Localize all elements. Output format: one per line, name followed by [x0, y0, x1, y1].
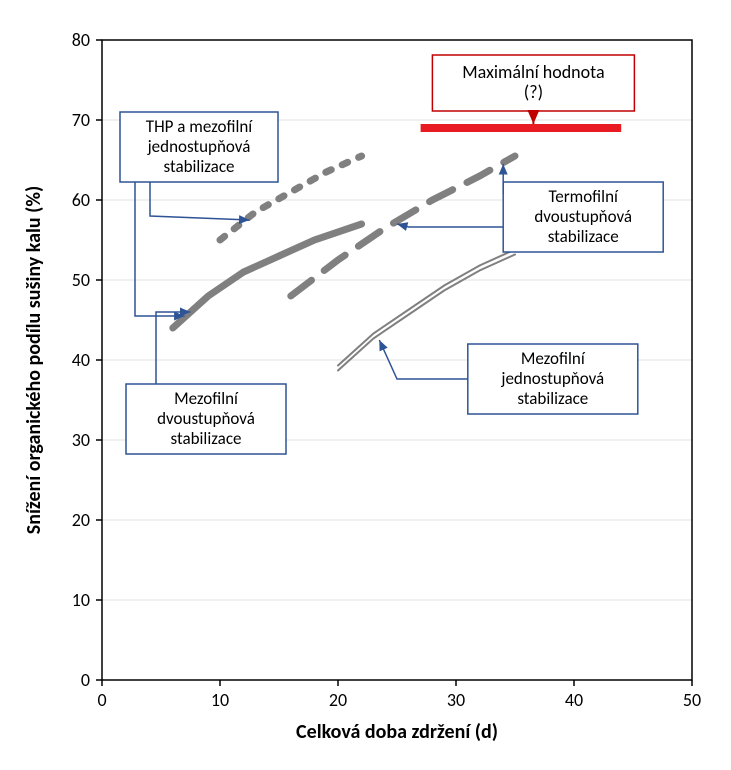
- chart-svg: 0 10 20 30 40 50 0 10 20 30 40 50 60 70 80 Celková doba…: [0, 0, 731, 770]
- label-mezo-single-line: jednostupňová: [500, 368, 604, 389]
- label-thp-mezo-single: THP a mezofilníjednostupňovástabilizace: [120, 112, 278, 182]
- label-max-line: (?): [524, 81, 543, 103]
- x-axis-title: Celková doba zdržení (d): [296, 720, 498, 744]
- x-tick-label: 10: [211, 689, 229, 711]
- label-thp-mezo-single-line: THP a mezofilní: [146, 116, 253, 137]
- label-thp-mezo-single-line: stabilizace: [164, 156, 235, 177]
- label-max-line: Maximální hodnota: [462, 61, 604, 83]
- x-tick-label: 30: [447, 689, 465, 711]
- label-termo-two-line: dvoustupňová: [534, 206, 632, 227]
- y-tick-label: 10: [72, 589, 90, 611]
- y-tick-label: 30: [72, 429, 90, 451]
- label-termo-two: Termofilnídvoustupňovástabilizace: [503, 182, 663, 252]
- y-tick-label: 50: [72, 269, 90, 291]
- label-mezo-two-line: stabilizace: [171, 428, 242, 449]
- y-tick-label: 80: [72, 29, 90, 51]
- y-tick-label: 70: [72, 109, 90, 131]
- label-mezo-two-line: dvoustupňová: [157, 408, 255, 429]
- y-tick-label: 0: [81, 669, 90, 691]
- label-termo-two-line: stabilizace: [548, 226, 619, 247]
- label-termo-two-line: Termofilní: [548, 186, 619, 207]
- label-mezo-two: Mezofilnídvoustupňovástabilizace: [126, 384, 286, 454]
- label-mezo-single-line: Mezofilní: [521, 348, 586, 369]
- y-tick-label: 40: [72, 349, 90, 371]
- y-axis-title: Snížení organického podílu sušiny kalu (…: [22, 186, 46, 534]
- label-mezo-single: Mezofilníjednostupňovástabilizace: [468, 344, 638, 414]
- leader-line: [397, 224, 503, 227]
- leader-line: [135, 182, 185, 316]
- leader-line: [150, 182, 250, 220]
- x-tick-label: 20: [329, 689, 347, 711]
- x-tick-label: 50: [683, 689, 701, 711]
- label-mezo-two-line: Mezofilní: [174, 388, 239, 409]
- y-tick-label: 20: [72, 509, 90, 531]
- x-tick-label: 0: [97, 689, 106, 711]
- series-mezo_two: [173, 224, 362, 328]
- label-max: Maximální hodnota(?): [432, 55, 634, 111]
- y-tick-label: 60: [72, 189, 90, 211]
- label-mezo-single-line: stabilizace: [517, 388, 588, 409]
- leader-line: [156, 312, 191, 384]
- label-thp-mezo-single-line: jednostupňová: [147, 136, 251, 157]
- x-tick-label: 40: [565, 689, 583, 711]
- chart-container: 0 10 20 30 40 50 0 10 20 30 40 50 60 70 80 Celková doba…: [0, 0, 731, 770]
